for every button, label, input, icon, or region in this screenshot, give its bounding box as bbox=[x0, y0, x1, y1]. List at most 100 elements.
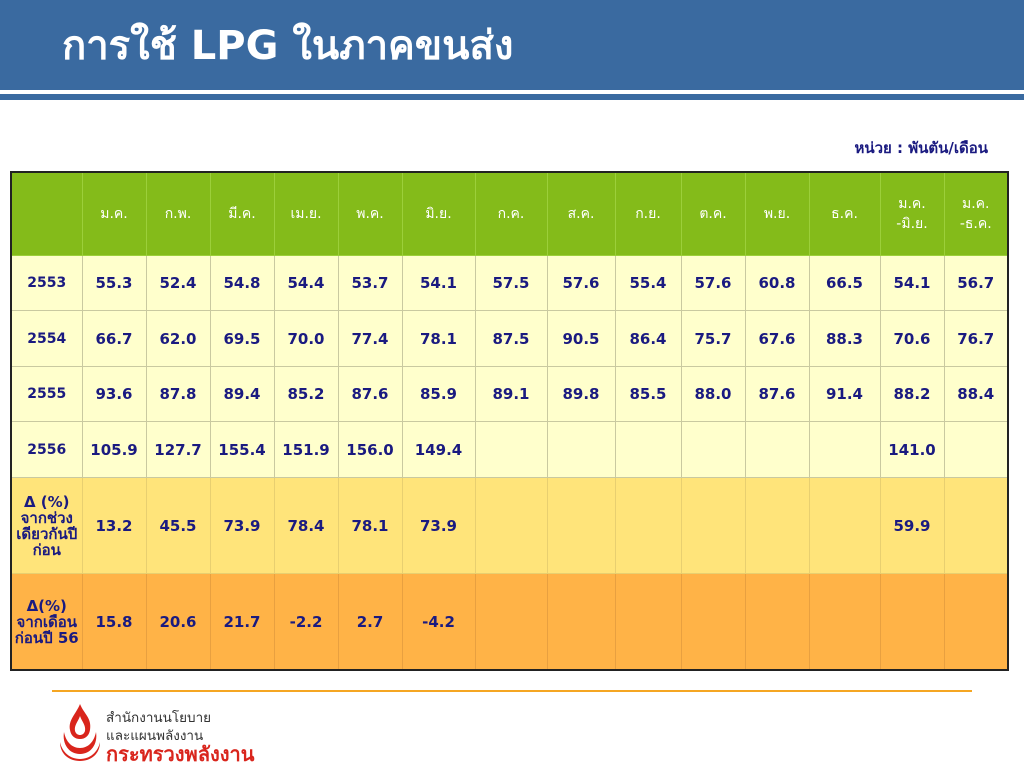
table-cell: 73.9 bbox=[401, 477, 476, 574]
header-bar bbox=[0, 0, 1024, 90]
table-cell bbox=[680, 573, 746, 671]
table-cell: 156.0 bbox=[337, 421, 403, 478]
header-cell-month: ก.ย. bbox=[614, 171, 682, 256]
table-cell: 90.5 bbox=[546, 310, 616, 367]
table-cell: 89.1 bbox=[474, 366, 548, 422]
header-cell-month: ต.ค. bbox=[680, 171, 746, 256]
header-cell-month: พ.ย. bbox=[744, 171, 810, 256]
header-cell-month: ก.พ. bbox=[145, 171, 211, 256]
table-cell: 87.8 bbox=[145, 366, 211, 422]
table-cell: 76.7 bbox=[943, 310, 1009, 367]
header-cell-month: มิ.ย. bbox=[401, 171, 476, 256]
table-row-year: 2553 55.3 52.4 54.8 54.4 53.7 54.1 57.5 … bbox=[10, 255, 1009, 311]
table-cell bbox=[808, 573, 881, 671]
table-cell: 88.2 bbox=[879, 366, 945, 422]
table-cell bbox=[744, 477, 810, 574]
table-cell: 57.6 bbox=[680, 255, 746, 311]
lpg-usage-table: ม.ค. ก.พ. มี.ค. เม.ย. พ.ค. มิ.ย. ก.ค. ส.… bbox=[10, 171, 1009, 671]
row-label-line: ก่อนปี 56 bbox=[14, 628, 79, 647]
row-label-year: 2553 bbox=[10, 255, 83, 311]
row-label-line: ก่อน bbox=[32, 540, 61, 559]
table-cell: 21.7 bbox=[209, 573, 275, 671]
header-full-line2: -ธ.ค. bbox=[959, 216, 992, 232]
org-name-line2: และแผนพลังงาน bbox=[106, 728, 204, 744]
table-cell: 45.5 bbox=[145, 477, 211, 574]
row-label-line: จากช่วง bbox=[20, 508, 73, 527]
table-cell: 87.5 bbox=[474, 310, 548, 367]
table-cell: 78.4 bbox=[273, 477, 339, 574]
table-cell: 75.7 bbox=[680, 310, 746, 367]
table-cell: 54.8 bbox=[209, 255, 275, 311]
table-cell bbox=[744, 573, 810, 671]
table-cell: 54.1 bbox=[401, 255, 476, 311]
table-cell: 88.3 bbox=[808, 310, 881, 367]
ministry-name: กระทรวงพลังงาน bbox=[106, 742, 255, 766]
table-cell: 77.4 bbox=[337, 310, 403, 367]
header-cell-month: เม.ย. bbox=[273, 171, 339, 256]
header-cell-full-year: ม.ค. -ธ.ค. bbox=[943, 171, 1009, 256]
table-cell: 93.6 bbox=[81, 366, 147, 422]
table-cell: -2.2 bbox=[273, 573, 339, 671]
table-cell: 69.5 bbox=[209, 310, 275, 367]
header-ytd-line1: ม.ค. bbox=[898, 196, 926, 212]
table-row-yoy-change: Δ (%) จากช่วง เดียวกันปี ก่อน 13.2 45.5 … bbox=[10, 477, 1009, 574]
table-cell: 13.2 bbox=[81, 477, 147, 574]
table-cell: 88.0 bbox=[680, 366, 746, 422]
table-cell bbox=[546, 477, 616, 574]
table-row-mom-change: Δ(%) จากเดือน ก่อนปี 56 15.8 20.6 21.7 -… bbox=[10, 573, 1009, 671]
table-cell bbox=[943, 421, 1009, 478]
table-cell: 70.0 bbox=[273, 310, 339, 367]
org-name-line1: สำนักงานนโยบาย bbox=[106, 710, 212, 726]
table-cell bbox=[474, 573, 548, 671]
header-cell-month: ม.ค. bbox=[81, 171, 147, 256]
table-row-year: 2555 93.6 87.8 89.4 85.2 87.6 85.9 89.1 … bbox=[10, 366, 1009, 422]
table-cell: 155.4 bbox=[209, 421, 275, 478]
table-cell bbox=[680, 477, 746, 574]
table-cell: 57.5 bbox=[474, 255, 548, 311]
table-cell: 88.4 bbox=[943, 366, 1009, 422]
table-cell: 91.4 bbox=[808, 366, 881, 422]
table-cell bbox=[614, 573, 682, 671]
table-cell: 78.1 bbox=[401, 310, 476, 367]
table-cell bbox=[943, 477, 1009, 574]
header-cell-month: ธ.ค. bbox=[808, 171, 881, 256]
row-label-line: เดียวกันปี bbox=[16, 524, 78, 543]
table-cell: 86.4 bbox=[614, 310, 682, 367]
header-divider bbox=[0, 90, 1024, 94]
table-cell: 52.4 bbox=[145, 255, 211, 311]
row-label-line: Δ(%) bbox=[26, 596, 67, 615]
table-cell: 105.9 bbox=[81, 421, 147, 478]
unit-label: หน่วย : พันตัน/เดือน bbox=[854, 139, 988, 157]
table-cell: 78.1 bbox=[337, 477, 403, 574]
page-title: การใช้ LPG ในภาคขนส่ง bbox=[62, 23, 514, 69]
header-cell-month: พ.ค. bbox=[337, 171, 403, 256]
table-cell bbox=[744, 421, 810, 478]
table-cell: 85.9 bbox=[401, 366, 476, 422]
table-cell: 149.4 bbox=[401, 421, 476, 478]
table-cell bbox=[474, 477, 548, 574]
table-cell: 70.6 bbox=[879, 310, 945, 367]
table-cell: 66.7 bbox=[81, 310, 147, 367]
header-cell-month: ส.ค. bbox=[546, 171, 616, 256]
table-cell: 55.4 bbox=[614, 255, 682, 311]
table-cell: 59.9 bbox=[879, 477, 945, 574]
table-row-year: 2554 66.7 62.0 69.5 70.0 77.4 78.1 87.5 … bbox=[10, 310, 1009, 367]
table-cell: 54.1 bbox=[879, 255, 945, 311]
table-cell: 73.9 bbox=[209, 477, 275, 574]
row-label-year: 2554 bbox=[10, 310, 83, 367]
table-cell bbox=[546, 421, 616, 478]
table-cell: 67.6 bbox=[744, 310, 810, 367]
table-cell bbox=[680, 421, 746, 478]
table-cell bbox=[614, 477, 682, 574]
table-cell: 89.8 bbox=[546, 366, 616, 422]
energy-flame-logo-icon bbox=[60, 704, 100, 761]
row-label-line: จากเดือน bbox=[16, 612, 77, 631]
table-cell: 127.7 bbox=[145, 421, 211, 478]
header-cell-ytd: ม.ค. -มิ.ย. bbox=[879, 171, 945, 256]
header-cell-month: ก.ค. bbox=[474, 171, 548, 256]
table-cell: 60.8 bbox=[744, 255, 810, 311]
table-cell: 151.9 bbox=[273, 421, 339, 478]
table-cell: 57.6 bbox=[546, 255, 616, 311]
table-cell bbox=[879, 573, 945, 671]
row-label-line: Δ (%) bbox=[23, 492, 70, 511]
